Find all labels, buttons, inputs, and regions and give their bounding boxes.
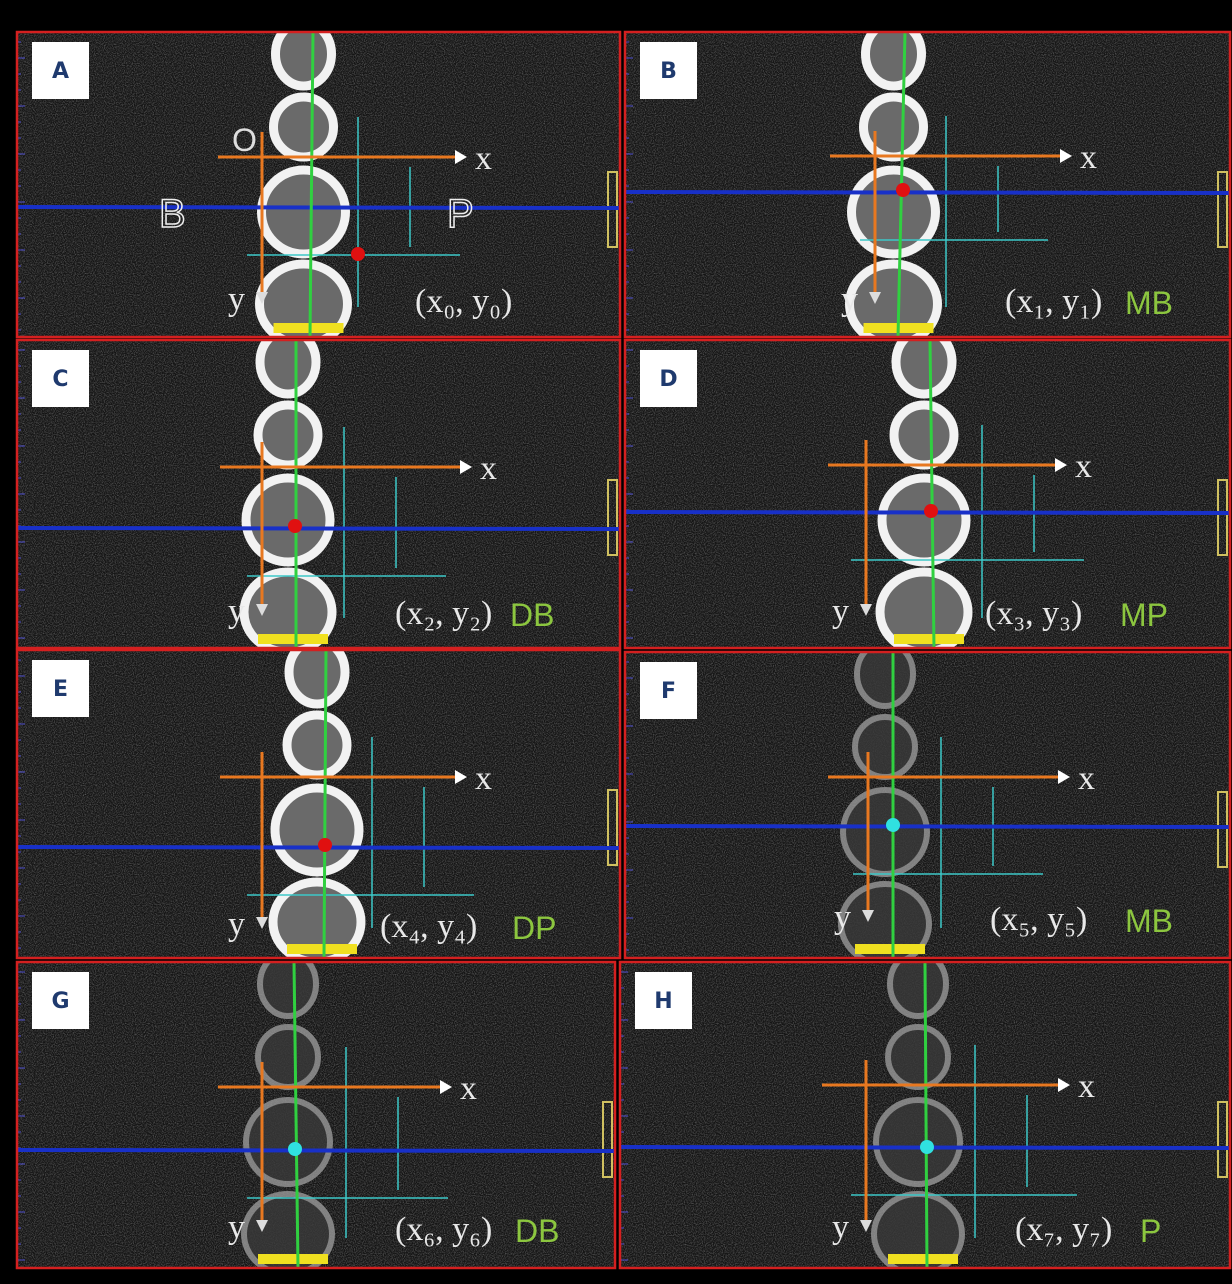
root-label: DB <box>515 1213 559 1249</box>
scale-bar <box>855 944 925 954</box>
landmark-dot <box>886 818 900 832</box>
blue-line <box>17 207 620 208</box>
panel-label: F <box>661 679 676 704</box>
image-panel: x y (x₄, y₄) DP E <box>17 640 620 962</box>
tooth <box>287 715 347 775</box>
tooth <box>864 97 924 157</box>
tooth <box>894 405 954 465</box>
panel-label: G <box>51 989 69 1014</box>
panel-content: x y (x₀, y₀) O B P <box>17 22 620 344</box>
tooth <box>882 478 966 562</box>
blue-line <box>17 528 620 529</box>
landmark-dot <box>896 183 910 197</box>
image-panel: x y (x₆, y₆) DB G <box>17 952 615 1274</box>
panel-content: x y (x₄, y₄) DP <box>17 640 620 962</box>
coordinate-label: (x₄, y₄) <box>380 908 477 945</box>
origin-label: O <box>232 122 257 158</box>
blue-line <box>625 826 1230 827</box>
panel-content: x y (x₁, y₁) MB <box>625 22 1230 344</box>
x-axis-label: x <box>1075 448 1092 485</box>
panel-content: x y (x₅, y₅) MB <box>625 642 1230 964</box>
tooth <box>888 1027 948 1087</box>
panel-content: x y (x₇, y₇) P <box>620 952 1230 1274</box>
landmark-dot <box>924 504 938 518</box>
y-axis-label: y <box>832 593 849 630</box>
green-line <box>925 962 927 1268</box>
landmark-dot <box>288 519 302 533</box>
coordinate-label: (x₀, y₀) <box>415 283 512 320</box>
y-axis-label: y <box>228 906 245 943</box>
tooth <box>275 788 359 872</box>
coordinate-label: (x₆, y₆) <box>395 1211 492 1248</box>
scale-bar <box>258 634 328 644</box>
blue-line <box>17 1150 615 1151</box>
tooth <box>852 170 936 254</box>
root-label: DB <box>510 597 554 633</box>
scale-bar <box>894 634 964 644</box>
scale-bar <box>258 1254 328 1264</box>
image-panel: x y (x₀, y₀) O B P A <box>17 22 620 344</box>
tooth <box>843 790 927 874</box>
root-label: MB <box>1125 285 1173 321</box>
coordinate-label: (x₁, y₁) <box>1005 283 1102 320</box>
y-axis-label: y <box>841 281 858 318</box>
panel-label: B <box>660 59 677 84</box>
y-axis-label: y <box>228 593 245 630</box>
panel-label: E <box>53 677 68 702</box>
scale-bar <box>888 1254 958 1264</box>
panel-content: x y (x₆, y₆) DB <box>17 952 615 1274</box>
tooth <box>876 1100 960 1184</box>
x-axis-label: x <box>480 450 497 487</box>
image-panel: x y (x₃, y₃) MP D <box>625 330 1230 652</box>
y-axis-label: y <box>228 281 245 318</box>
tooth <box>246 478 330 562</box>
root-label: MP <box>1120 597 1168 633</box>
x-axis-label: x <box>1078 1068 1095 1105</box>
landmark-dot <box>351 247 365 261</box>
panel-label: A <box>52 59 69 84</box>
tooth <box>855 717 915 777</box>
coordinate-label: (x₂, y₂) <box>395 595 492 632</box>
panel-label: D <box>659 367 677 392</box>
x-axis-label: x <box>460 1070 477 1107</box>
scale-bar <box>274 323 344 333</box>
tooth <box>258 1027 318 1087</box>
tooth <box>258 405 318 465</box>
blue-line <box>625 192 1230 193</box>
landmark-dot <box>318 838 332 852</box>
tooth <box>274 97 334 157</box>
x-axis-label: x <box>475 760 492 797</box>
image-panel: x y (x₁, y₁) MB B <box>625 22 1230 344</box>
root-label: DP <box>512 910 556 946</box>
panel-label: C <box>52 367 68 392</box>
coordinate-label: (x₅, y₅) <box>990 901 1087 938</box>
tooth <box>246 1100 330 1184</box>
landmark-dot <box>288 1142 302 1156</box>
panel-content: x y (x₃, y₃) MP <box>625 330 1230 652</box>
figure: x y (x₀, y₀) O B P Ax y (x₁, y₁) MB Bx y (x₂, y₂) DB C… <box>0 0 1232 1284</box>
y-axis-label: y <box>832 1209 849 1246</box>
scale-bar <box>287 944 357 954</box>
x-axis-label: x <box>1080 139 1097 176</box>
root-label: P <box>1140 1213 1161 1249</box>
y-axis-label: y <box>834 899 851 936</box>
panel-content: x y (x₂, y₂) DB <box>17 330 620 652</box>
side-label: P <box>447 192 474 236</box>
image-panel: x y (x₂, y₂) DB C <box>17 330 620 652</box>
coordinate-label: (x₇, y₇) <box>1015 1211 1112 1248</box>
y-axis-label: y <box>228 1209 245 1246</box>
side-label: B <box>159 192 186 236</box>
coordinate-label: (x₃, y₃) <box>985 595 1082 632</box>
image-panel: x y (x₇, y₇) P H <box>620 952 1230 1274</box>
x-axis-label: x <box>1078 760 1095 797</box>
x-axis-label: x <box>475 140 492 177</box>
landmark-dot <box>920 1140 934 1154</box>
panel-label: H <box>654 989 672 1014</box>
green-line <box>324 650 326 958</box>
root-label: MB <box>1125 903 1173 939</box>
image-panel: x y (x₅, y₅) MB F <box>625 642 1230 964</box>
tooth <box>262 170 346 254</box>
